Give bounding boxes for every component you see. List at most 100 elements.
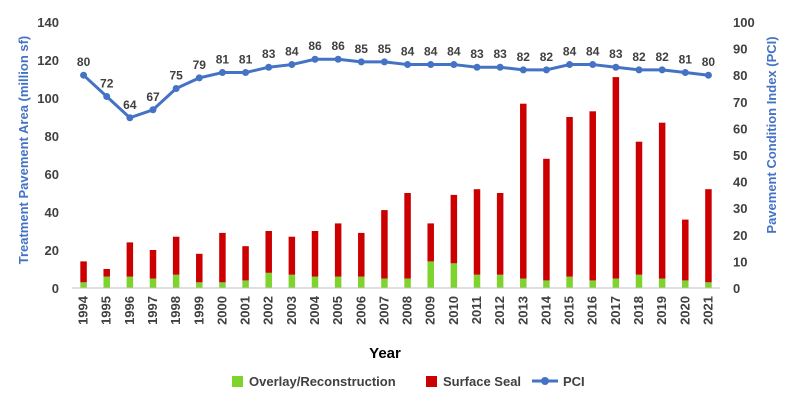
pci-marker-2021 (704, 71, 712, 79)
bar-overlay-1998 (172, 274, 180, 288)
right-tick-10: 10 (733, 254, 747, 269)
pci-data-label-2012: 83 (493, 47, 507, 61)
bar-overlay-2013 (520, 278, 527, 288)
right-tick-20: 20 (733, 228, 747, 243)
legend-swatch-pci-marker (541, 377, 549, 385)
pci-marker-2001 (242, 69, 250, 77)
right-tick-100: 100 (733, 15, 755, 30)
right-tick-50: 50 (733, 148, 747, 163)
pci-data-label-2002: 83 (262, 47, 276, 61)
x-tick-1995: 1995 (99, 296, 114, 325)
bar-surface-seal-2014 (543, 158, 550, 281)
x-tick-2017: 2017 (608, 296, 623, 325)
x-tick-2016: 2016 (585, 296, 600, 325)
pci-data-label-1996: 64 (123, 98, 137, 112)
bar-overlay-2000 (219, 282, 226, 288)
bar-surface-seal-2019 (658, 122, 666, 279)
left-tick-20: 20 (45, 243, 59, 258)
x-tick-2007: 2007 (376, 296, 391, 325)
pci-marker-2003 (288, 61, 296, 69)
bar-surface-seal-2008 (404, 193, 411, 279)
bar-overlay-2011 (473, 274, 481, 288)
left-axis-title: Treatment Pavement Area (million sf) (16, 36, 31, 265)
bar-overlay-1995 (103, 276, 110, 288)
left-tick-80: 80 (45, 129, 59, 144)
bar-surface-seal-2007 (381, 210, 388, 279)
x-tick-1996: 1996 (122, 296, 137, 325)
bar-surface-seal-2006 (358, 232, 365, 277)
pci-marker-1996 (126, 114, 134, 122)
x-tick-2019: 2019 (654, 296, 669, 325)
pci-marker-2006 (357, 58, 365, 66)
bar-overlay-2017 (612, 278, 620, 288)
right-axis-title: Pavement Condition Index (PCI) (764, 36, 779, 233)
bar-overlay-2019 (658, 278, 666, 288)
bar-overlay-2005 (334, 276, 342, 288)
pci-data-label-1994: 80 (77, 55, 91, 69)
pci-data-label-2003: 84 (285, 45, 299, 59)
x-tick-2013: 2013 (515, 296, 530, 325)
pci-data-label-2021: 80 (702, 55, 716, 69)
x-tick-2001: 2001 (238, 296, 253, 325)
bar-layer (80, 77, 712, 288)
x-tick-1994: 1994 (76, 295, 91, 325)
bar-surface-seal-2003 (288, 236, 296, 275)
bar-surface-seal-2002 (265, 231, 272, 273)
bar-overlay-2009 (427, 261, 434, 288)
pci-data-label-1999: 79 (193, 58, 207, 72)
x-tick-2014: 2014 (538, 295, 553, 325)
bar-surface-seal-2012 (496, 193, 504, 275)
bar-overlay-2021 (705, 282, 712, 288)
pci-data-label-1997: 67 (146, 90, 160, 104)
bar-surface-seal-2010 (450, 194, 458, 264)
bar-overlay-1999 (196, 282, 203, 288)
bar-surface-seal-2005 (334, 223, 342, 277)
right-tick-0: 0 (733, 281, 740, 296)
bar-overlay-2015 (566, 276, 573, 288)
right-tick-30: 30 (733, 201, 747, 216)
pci-marker-2013 (519, 66, 527, 74)
bar-surface-seal-2020 (682, 219, 689, 281)
x-tick-2010: 2010 (446, 296, 461, 325)
bar-surface-seal-2013 (520, 103, 527, 279)
legend-label-pci: PCI (563, 374, 585, 389)
bar-overlay-2006 (358, 276, 365, 288)
pci-data-label-2008: 84 (401, 45, 415, 59)
pci-data-label-2011: 83 (470, 47, 484, 61)
bar-surface-seal-2017 (612, 77, 620, 279)
bar-surface-seal-1998 (172, 236, 180, 275)
bar-overlay-2001 (242, 280, 249, 288)
x-tick-2015: 2015 (562, 296, 577, 325)
pci-marker-1998 (172, 85, 180, 92)
pci-data-label-2019: 82 (655, 50, 669, 64)
x-tick-2002: 2002 (261, 296, 276, 325)
bar-overlay-2003 (288, 274, 296, 288)
pci-data-label-1995: 72 (100, 76, 114, 90)
right-tick-70: 70 (733, 95, 747, 110)
pci-marker-2015 (566, 61, 574, 69)
x-tick-2011: 2011 (469, 296, 484, 324)
bar-surface-seal-2018 (635, 141, 643, 275)
x-tick-2008: 2008 (400, 296, 415, 325)
left-axis-ticks: 0 20 40 60 80 100 120 140 (37, 15, 59, 296)
bar-surface-seal-1995 (103, 269, 110, 277)
bar-surface-seal-2021 (705, 189, 712, 283)
pci-marker-2020 (681, 69, 689, 77)
right-tick-90: 90 (733, 42, 747, 57)
bar-overlay-2004 (311, 276, 319, 288)
pci-marker-2012 (496, 63, 504, 71)
pci-marker-2011 (473, 63, 481, 71)
pci-marker-2008 (404, 61, 412, 69)
legend: Overlay/Reconstruction Surface Seal PCI (232, 374, 585, 389)
pci-marker-2009 (427, 61, 435, 69)
x-tick-2018: 2018 (631, 296, 646, 325)
pci-data-label-2006: 85 (355, 42, 369, 56)
bar-surface-seal-2015 (566, 117, 573, 277)
bar-overlay-2014 (543, 280, 550, 288)
bar-overlay-2012 (496, 274, 504, 288)
pci-marker-1995 (103, 92, 111, 100)
pci-marker-1999 (195, 74, 203, 82)
x-tick-2020: 2020 (677, 296, 692, 325)
bar-surface-seal-2016 (589, 111, 596, 281)
